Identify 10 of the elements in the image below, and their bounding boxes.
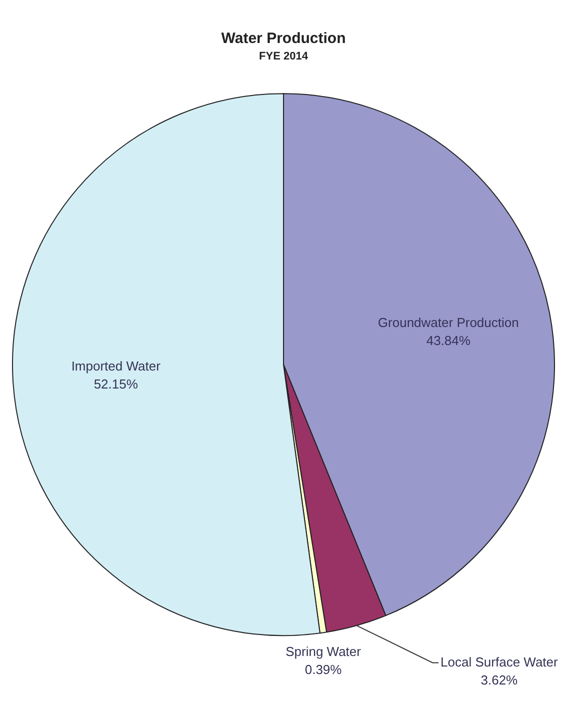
data-label: 43.84% (426, 332, 471, 348)
slice-label: Spring Water (286, 644, 362, 660)
slice-label: Imported Water (71, 358, 162, 374)
chart-title: Water Production (221, 30, 346, 48)
data-label: 52.15% (94, 376, 138, 392)
data-label: 0.39% (304, 662, 342, 678)
data-label: 3.62% (480, 672, 518, 688)
slice-label: Local Surface Water (440, 654, 559, 670)
chart-subtitle: FYE 2014 (259, 50, 309, 63)
slice-label: Groundwater Production (378, 314, 519, 330)
